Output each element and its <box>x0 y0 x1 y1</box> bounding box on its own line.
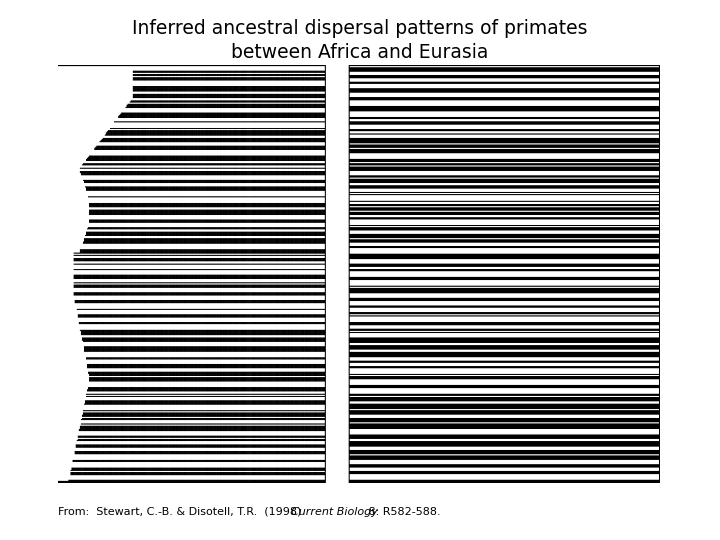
Text: 8: R582-588.: 8: R582-588. <box>365 507 441 517</box>
Text: Inferred ancestral dispersal patterns of primates
between Africa and Eurasia: Inferred ancestral dispersal patterns of… <box>132 19 588 62</box>
Text: From:  Stewart, C.-B. & Disotell, T.R.  (1998): From: Stewart, C.-B. & Disotell, T.R. (1… <box>58 507 305 517</box>
Text: Current Biology: Current Biology <box>291 507 377 517</box>
